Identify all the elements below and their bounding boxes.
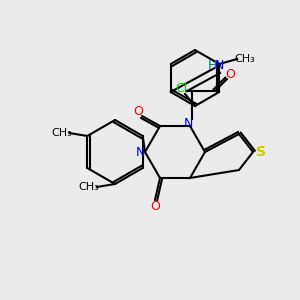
Text: O: O: [225, 68, 235, 80]
Text: Cl: Cl: [175, 82, 187, 94]
Text: N: N: [183, 116, 193, 130]
Text: O: O: [150, 200, 160, 214]
Text: H: H: [207, 58, 217, 71]
Text: N: N: [214, 58, 224, 71]
Text: N: N: [135, 146, 145, 158]
Text: CH₃: CH₃: [79, 182, 99, 192]
Text: S: S: [256, 145, 266, 159]
Text: CH₃: CH₃: [235, 54, 256, 64]
Text: CH₃: CH₃: [51, 128, 72, 138]
Text: O: O: [133, 104, 143, 118]
